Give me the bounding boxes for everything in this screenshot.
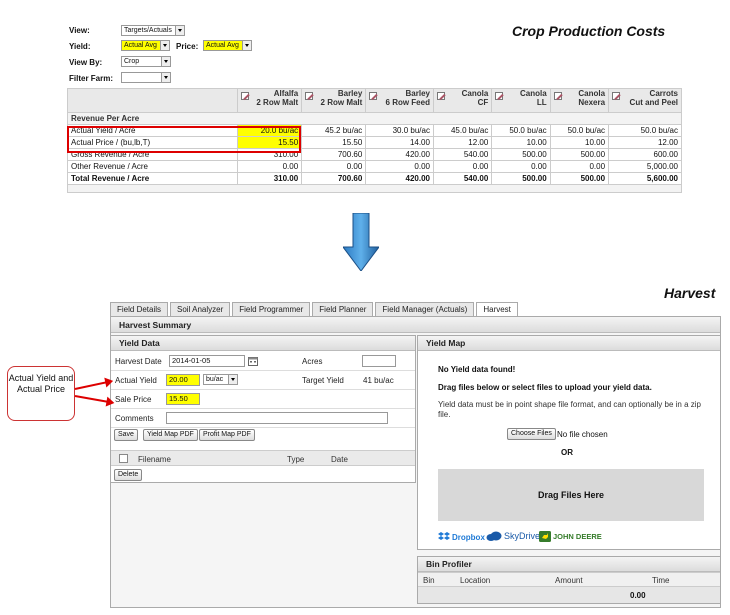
yield-data-header: Yield Data [111, 336, 415, 351]
edit-icon[interactable] [305, 92, 314, 100]
john-deere-button[interactable]: JOHN DEERE [539, 531, 602, 542]
sale-price-input[interactable]: 15.50 [166, 393, 200, 405]
yield-label: Yield: [69, 42, 91, 51]
chevron-down-icon [175, 26, 184, 35]
filterfarm-label: Filter Farm: [69, 74, 114, 83]
chevron-down-icon [242, 41, 251, 50]
column-header[interactable]: Carrots Cut and Peel [608, 88, 682, 113]
chevron-down-icon [161, 73, 170, 82]
yield-map-pdf-button[interactable]: Yield Map PDF [143, 429, 198, 441]
profit-map-pdf-button[interactable]: Profit Map PDF [199, 429, 255, 441]
price-label: Price: [176, 42, 199, 51]
bin-grid-header: Bin Location Amount Time [418, 572, 720, 587]
harvest-date-row: Harvest Date 2014-01-05 Acres [111, 352, 415, 371]
chevron-down-icon [160, 41, 169, 50]
edit-icon[interactable] [436, 92, 445, 100]
tab-bar: Field Details Soil Analyzer Field Progra… [110, 302, 520, 317]
callout-arrow-price [74, 395, 113, 404]
yield-unit-select[interactable]: bu/ac [203, 374, 238, 385]
table-row: Actual Price / (bu,lb,T) 15.50 15.50 14.… [67, 136, 682, 149]
actual-yield-row: Actual Yield 20.00 bu/ac Target Yield 41… [111, 371, 415, 390]
highlight-box [67, 126, 301, 153]
column-header[interactable]: Canola Nexera [549, 88, 610, 113]
tab-field-details[interactable]: Field Details [110, 302, 169, 316]
tab-field-manager[interactable]: Field Manager (Actuals) [375, 302, 475, 316]
files-grid-header: Filename Type Date [111, 450, 415, 466]
callout-arrow-yield [74, 380, 112, 390]
yield-map-header: Yield Map [418, 336, 720, 351]
down-arrow-icon [343, 213, 379, 271]
target-yield-value: 41 bu/ac [363, 376, 394, 385]
callout-box: Actual Yield and Actual Price [7, 366, 75, 421]
yield-data-panel: Yield Data Harvest Date 2014-01-05 Acres… [110, 335, 416, 483]
cloud-icon [486, 531, 502, 541]
acres-input[interactable] [362, 355, 396, 367]
header-blank [67, 88, 238, 113]
column-header[interactable]: Barley 6 Row Feed [365, 88, 434, 113]
tab-field-planner[interactable]: Field Planner [312, 302, 374, 316]
cost-table: Alfalfa 2 Row Malt Barley 2 Row Malt Barle… [67, 88, 682, 193]
save-button[interactable]: Save [114, 429, 138, 441]
bin-profiler-header: Bin Profiler [418, 557, 720, 572]
yield-map-panel: Yield Map No Yield data found! Drag file… [417, 335, 721, 550]
filterfarm-select[interactable] [121, 72, 171, 83]
price-select[interactable]: Actual Avg [203, 40, 252, 51]
total-row: Total Revenue / Acre 310.00 700.60 420.0… [67, 172, 682, 185]
actual-yield-input[interactable]: 20.00 [166, 374, 200, 386]
no-yield-message: No Yield data found! [438, 365, 516, 374]
bin-profiler-panel: Bin Profiler Bin Location Amount Time 0.… [417, 556, 721, 604]
dropbox-button[interactable]: Dropbox [438, 532, 485, 542]
edit-icon[interactable] [553, 92, 562, 100]
column-header[interactable]: Alfalfa 2 Row Malt [236, 88, 303, 113]
upload-instruction: Drag files below or select files to uplo… [438, 383, 652, 392]
column-header[interactable]: Canola CF [432, 88, 493, 113]
edit-icon[interactable] [495, 92, 504, 100]
chevron-down-icon [161, 57, 170, 66]
drag-drop-zone[interactable]: Drag Files Here [438, 469, 704, 521]
deer-icon [539, 531, 551, 542]
view-label: View: [69, 26, 90, 35]
bin-amount-total: 0.00 [630, 591, 646, 600]
column-header[interactable]: Canola LL [491, 88, 551, 113]
comments-row: Comments [111, 409, 415, 428]
table-row: Other Revenue / Acre 0.00 0.00 0.00 0.00… [67, 160, 682, 173]
harvest-title: Harvest [664, 285, 716, 301]
format-note: Yield data must be in point shape file f… [438, 400, 701, 419]
calendar-icon[interactable] [248, 356, 258, 366]
chevron-down-icon [228, 375, 237, 384]
dropbox-icon [438, 532, 450, 540]
harvest-summary-header: Harvest Summary [111, 317, 720, 333]
select-all-checkbox[interactable] [119, 454, 128, 463]
bin-summary-row: 0.00 [418, 587, 720, 603]
sale-price-row: Sale Price 15.50 [111, 390, 415, 409]
table-footer-row [67, 184, 682, 193]
no-file-text: No file chosen [557, 430, 608, 439]
edit-icon[interactable] [241, 92, 249, 100]
skydrive-button[interactable]: SkyDrive [486, 531, 540, 541]
harvest-date-input[interactable]: 2014-01-05 [169, 355, 245, 367]
viewby-label: View By: [69, 58, 103, 67]
choose-files-button[interactable]: Choose Files [507, 428, 556, 440]
or-text: OR [561, 448, 573, 457]
tab-soil-analyzer[interactable]: Soil Analyzer [170, 302, 231, 316]
tab-field-programmer[interactable]: Field Programmer [232, 302, 311, 316]
edit-icon[interactable] [369, 92, 378, 100]
section-row: Revenue Per Acre [67, 112, 682, 125]
delete-button[interactable]: Delete [114, 469, 143, 481]
page-title: Crop Production Costs [512, 23, 666, 39]
tab-harvest[interactable]: Harvest [476, 302, 518, 317]
edit-icon[interactable] [612, 92, 621, 100]
column-header[interactable]: Barley 2 Row Malt [301, 88, 367, 113]
comments-input[interactable] [166, 412, 388, 424]
viewby-select[interactable]: Crop [121, 56, 171, 67]
table-header-row: Alfalfa 2 Row Malt Barley 2 Row Malt Barle… [67, 88, 682, 113]
yield-select[interactable]: Actual Avg [121, 40, 170, 51]
view-select[interactable]: Targets/Actuals [121, 25, 185, 36]
